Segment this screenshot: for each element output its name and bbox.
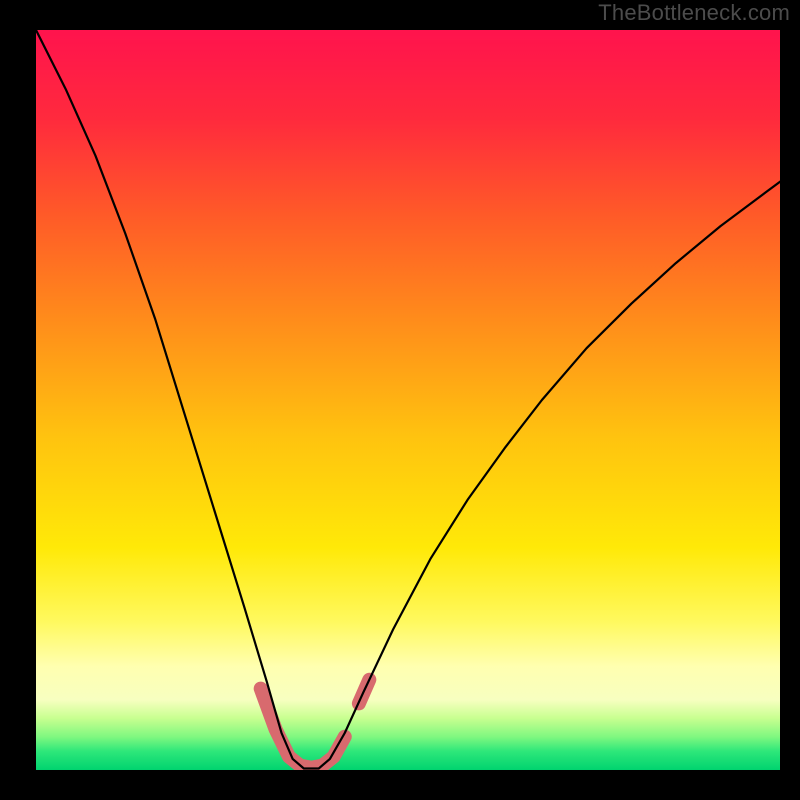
plot-area [36,30,780,770]
attribution-label: TheBottleneck.com [598,0,790,26]
chart-frame: TheBottleneck.com [0,0,800,800]
plot-background [36,30,780,770]
plot-svg [36,30,780,770]
